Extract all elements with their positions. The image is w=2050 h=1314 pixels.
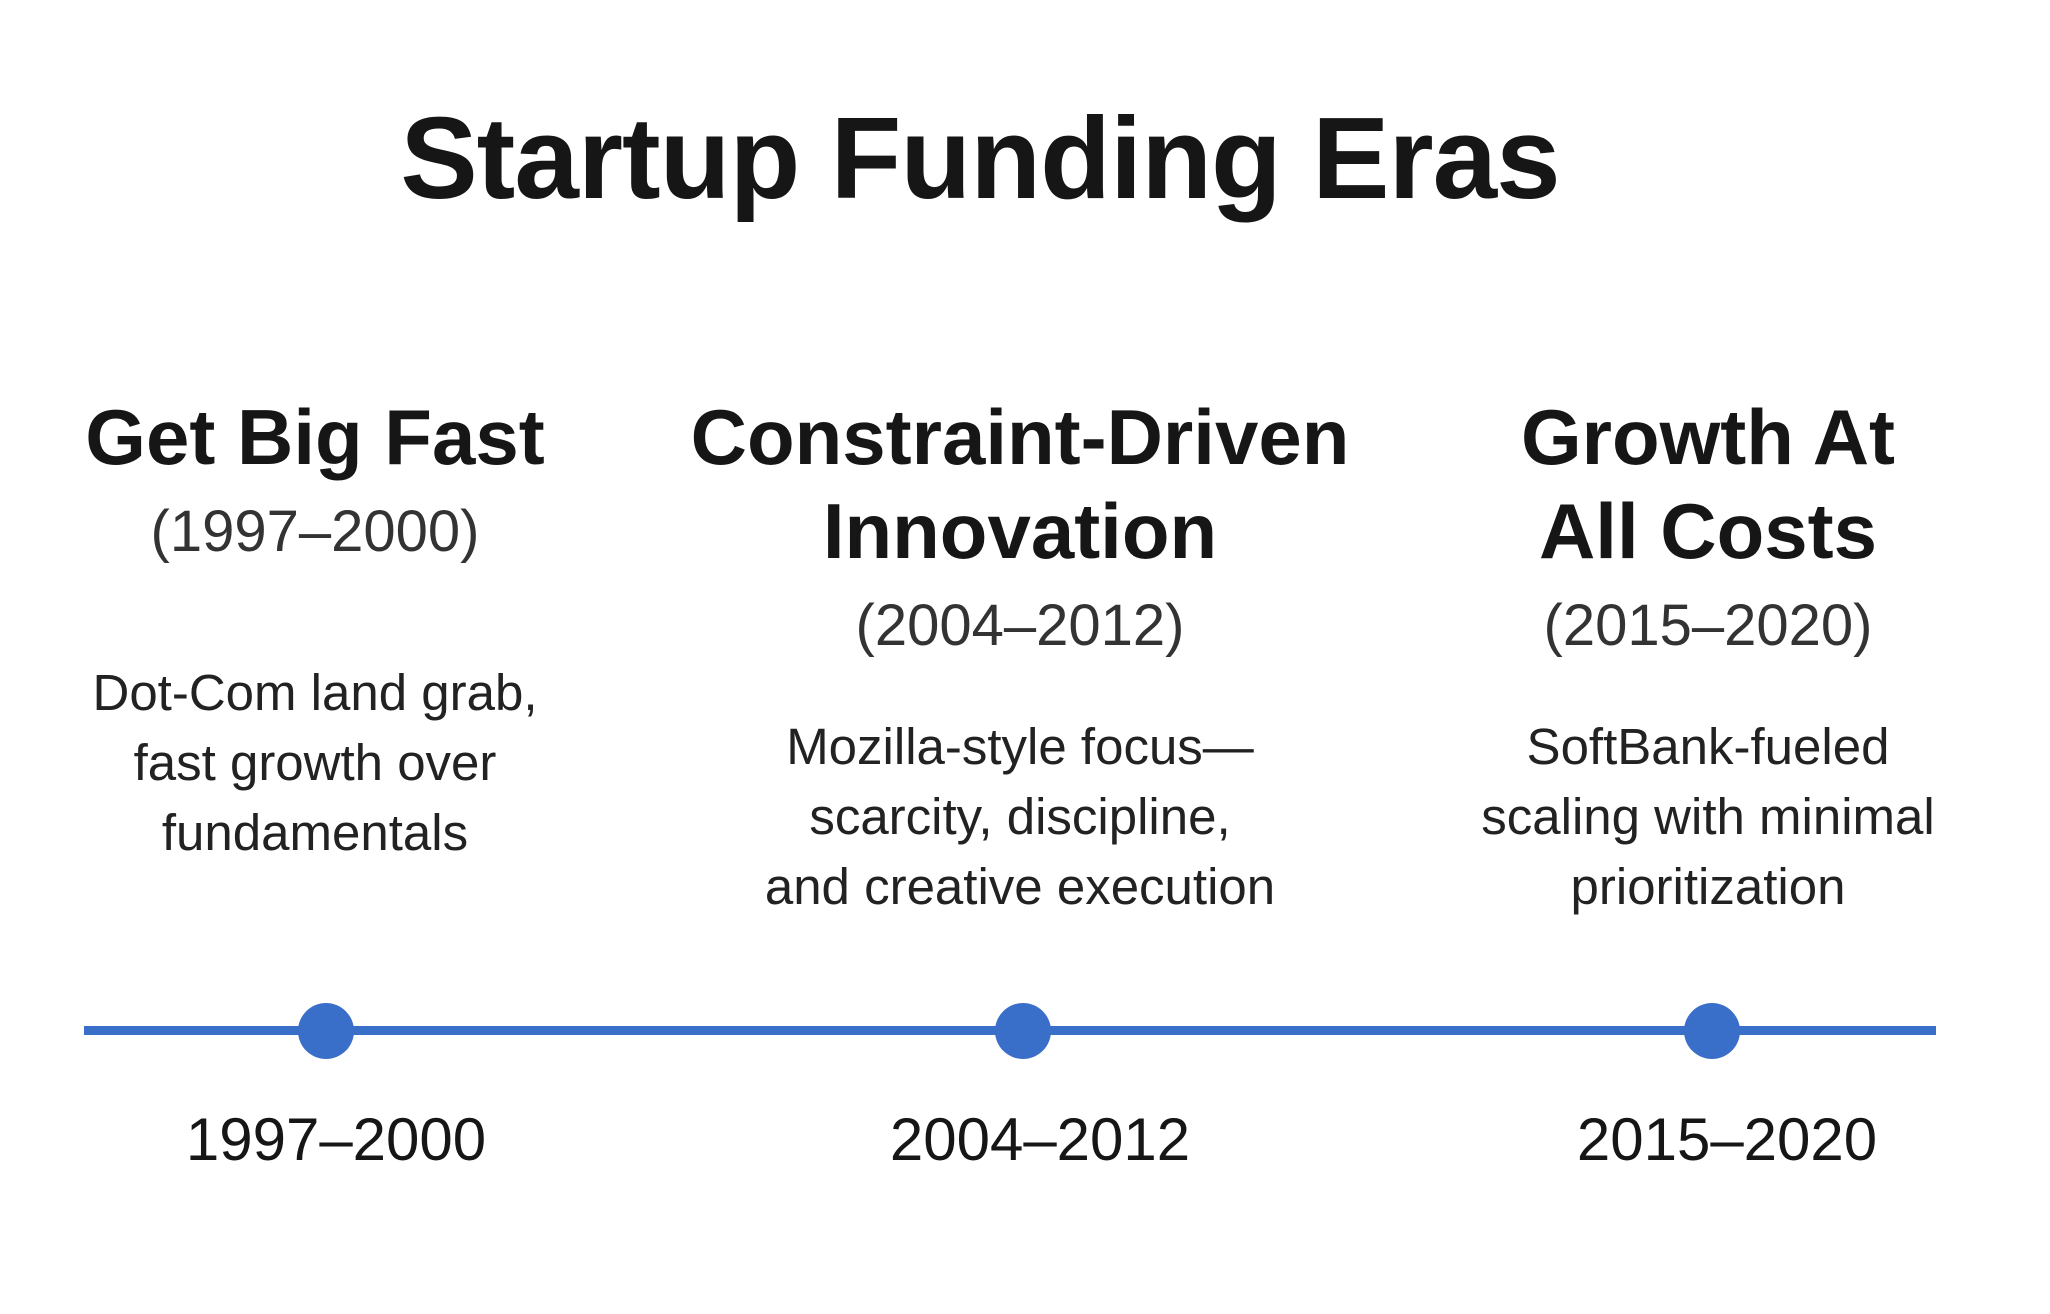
- page-title: Startup Funding Eras: [400, 93, 1560, 223]
- timeline-dot: [995, 1003, 1051, 1059]
- era-constraint-driven-innovation: Constraint-Driven Innovation (2004–2012)…: [660, 390, 1380, 922]
- era-description-line: prioritization: [1570, 858, 1846, 915]
- era-description-line: scaling with minimal: [1481, 788, 1935, 845]
- era-description: Dot-Com land grab, fast growth over fund…: [15, 658, 615, 868]
- era-description: Mozilla-style focus— scarcity, disciplin…: [660, 712, 1380, 922]
- era-description-line: and creative execution: [764, 858, 1276, 915]
- era-range: (2015–2020): [1543, 593, 1873, 658]
- timeline-label: 2004–2012: [889, 1106, 1191, 1173]
- era-title: Constraint-Driven Innovation: [660, 390, 1380, 578]
- era-description-line: Dot-Com land grab,: [92, 664, 538, 721]
- era-range: (2004–2012): [855, 593, 1185, 658]
- timeline-dot: [298, 1003, 354, 1059]
- era-description-line: fundamentals: [161, 804, 469, 861]
- era-get-big-fast: Get Big Fast (1997–2000) Dot-Com land gr…: [15, 390, 615, 868]
- era-title-line: Constraint-Driven: [690, 393, 1350, 481]
- era-title-line: All Costs: [1538, 487, 1878, 575]
- timeline-label: 1997–2000: [185, 1106, 487, 1173]
- era-title: Get Big Fast: [15, 390, 615, 484]
- era-description-line: SoftBank-fueled: [1526, 718, 1890, 775]
- era-description-line: Mozilla-style focus—: [786, 718, 1254, 775]
- era-title-line: Get Big Fast: [85, 393, 545, 481]
- era-title: Growth At All Costs: [1428, 390, 1988, 578]
- era-growth-at-all-costs: Growth At All Costs (2015–2020) SoftBank…: [1428, 390, 1988, 922]
- era-title-line: Growth At: [1520, 393, 1896, 481]
- timeline-dot: [1684, 1003, 1740, 1059]
- era-title-line: Innovation: [822, 487, 1218, 575]
- timeline-label: 2015–2020: [1576, 1106, 1878, 1173]
- era-description-line: fast growth over: [133, 734, 497, 791]
- era-description: SoftBank-fueled scaling with minimal pri…: [1428, 712, 1988, 922]
- era-range: (1997–2000): [150, 499, 480, 564]
- era-description-line: scarcity, discipline,: [809, 788, 1231, 845]
